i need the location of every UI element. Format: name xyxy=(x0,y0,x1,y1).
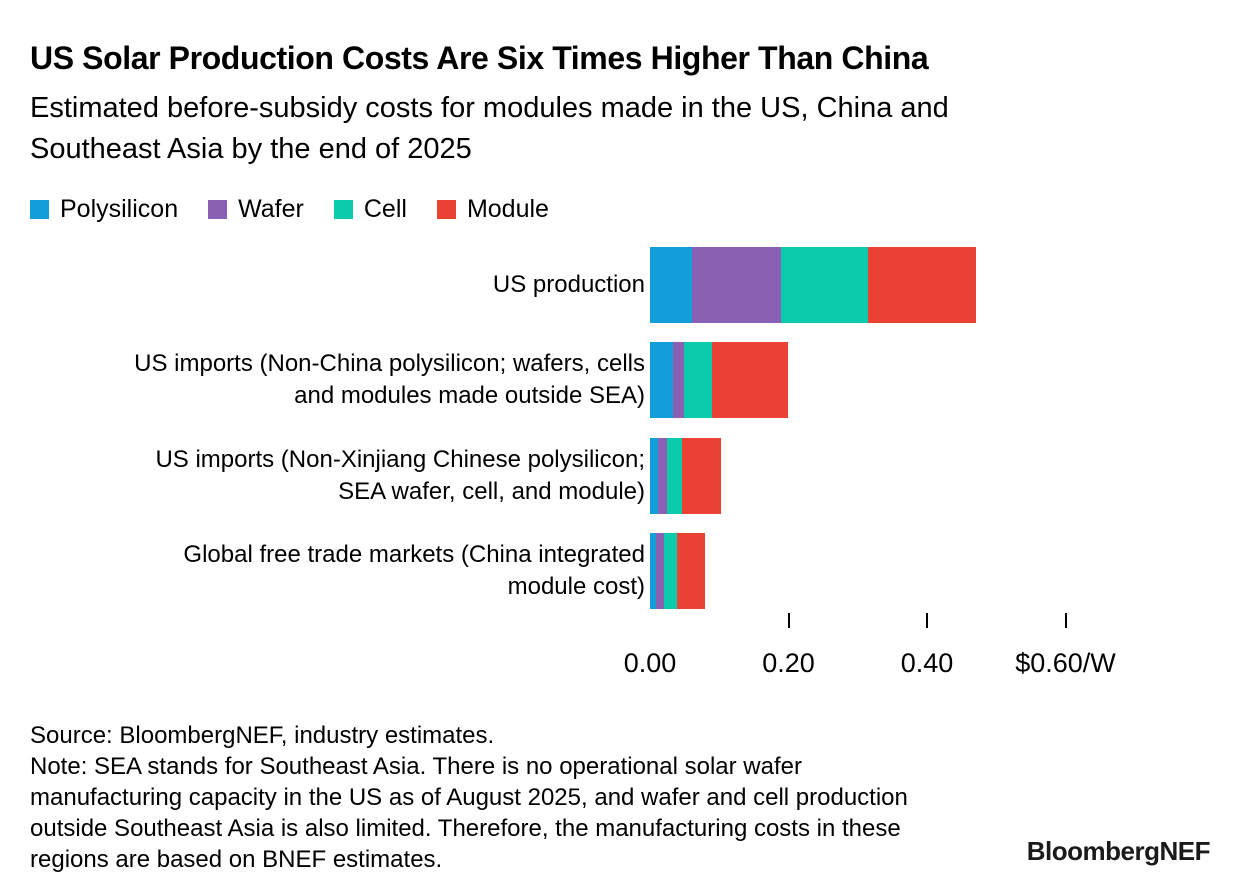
chart-subtitle: Estimated before-subsidy costs for modul… xyxy=(30,88,949,170)
x-axis-label: 0.40 xyxy=(900,648,954,678)
x-axis-tick xyxy=(787,613,790,628)
note-text: Note: SEA stands for Southeast Asia. The… xyxy=(30,753,908,873)
bar-segment-polysilicon xyxy=(650,532,657,609)
category-label: Global free trade markets (China integra… xyxy=(0,533,645,609)
chart-row: US imports (Non-Xinjiang Chinese polysil… xyxy=(0,437,1240,514)
x-axis-tick xyxy=(1064,613,1067,628)
bar-segment-cell xyxy=(683,342,712,419)
bar-segment-polysilicon xyxy=(650,247,693,323)
legend-label-cell: Cell xyxy=(363,195,407,223)
chart-row: Global free trade markets (China integra… xyxy=(0,532,1240,609)
category-label-text: US imports (Non-Xinjiang Chinese polysil… xyxy=(155,445,645,505)
bar-segment-module xyxy=(682,437,722,514)
bar-segment-polysilicon xyxy=(650,437,659,514)
legend-swatch-cell xyxy=(333,200,353,219)
legend-swatch-wafer xyxy=(208,200,228,219)
legend-item-module: Module xyxy=(436,195,549,224)
x-axis-label: $0.60/W xyxy=(1015,648,1116,678)
legend-label-polysilicon: Polysilicon xyxy=(60,195,179,223)
legend: Polysilicon Wafer Cell Module xyxy=(30,195,549,224)
legend-swatch-module xyxy=(436,200,456,219)
x-axis-label: 0.20 xyxy=(762,648,815,678)
category-label: US production xyxy=(0,247,645,323)
stacked-bar xyxy=(650,532,706,609)
x-axis-label: 0.00 xyxy=(623,648,677,678)
chart-title: US Solar Production Costs Are Six Times … xyxy=(30,40,929,76)
category-label-text: Global free trade markets (China integra… xyxy=(183,540,645,600)
chart-row: US production xyxy=(0,247,1240,323)
x-axis-tick xyxy=(926,613,928,628)
bloombergnef-logo: BloombergNEF xyxy=(1026,836,1211,866)
bar-segment-polysilicon xyxy=(650,342,673,419)
bar-segment-module xyxy=(868,247,977,323)
bar-segment-wafer xyxy=(656,532,664,609)
bar-segment-cell xyxy=(781,247,869,323)
category-label: US imports (Non-China polysilicon; wafer… xyxy=(0,342,645,418)
stacked-bar-chart: US production US imports (Non-China polys… xyxy=(0,247,1240,609)
stacked-bar xyxy=(650,247,977,323)
legend-label-wafer: Wafer xyxy=(238,195,304,223)
chart-subtitle-line-2: Southeast Asia by the end of 2025 xyxy=(30,133,472,165)
bar-segment-wafer xyxy=(672,342,684,419)
category-label-text: US imports (Non-China polysilicon; wafer… xyxy=(134,350,645,410)
legend-label-module: Module xyxy=(466,195,549,223)
bar-segment-cell xyxy=(663,532,677,609)
legend-item-cell: Cell xyxy=(333,195,407,224)
legend-item-polysilicon: Polysilicon xyxy=(30,195,178,224)
legend-swatch-polysilicon xyxy=(30,200,49,219)
bar-segment-wafer xyxy=(658,437,668,514)
category-label-text: US production xyxy=(492,271,645,298)
bar-segment-module xyxy=(711,342,788,419)
stacked-bar xyxy=(650,437,722,514)
stacked-bar xyxy=(650,342,788,419)
source-text: Source: BloombergNEF, industry estimates… xyxy=(30,722,495,749)
category-label: US imports (Non-Xinjiang Chinese polysil… xyxy=(0,438,645,514)
bar-segment-wafer xyxy=(692,247,782,323)
bar-segment-module xyxy=(676,532,706,609)
chart-row: US imports (Non-China polysilicon; wafer… xyxy=(0,342,1240,419)
legend-item-wafer: Wafer xyxy=(208,195,304,224)
chart-subtitle-line-1: Estimated before-subsidy costs for modul… xyxy=(30,92,949,124)
bar-segment-cell xyxy=(667,437,683,514)
